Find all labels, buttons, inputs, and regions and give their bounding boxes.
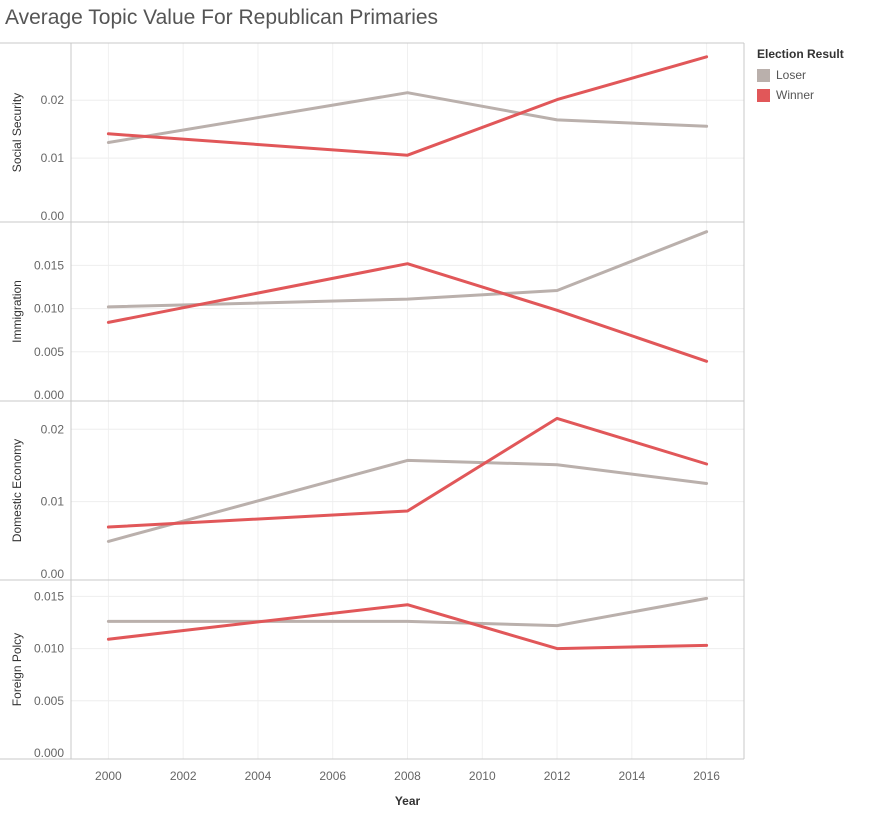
x-tick-label: 2016	[693, 769, 720, 783]
legend-item-loser[interactable]: Loser	[757, 65, 844, 85]
y-tick-label: 0.01	[41, 495, 65, 509]
legend-swatch-loser	[757, 68, 770, 82]
x-tick-label: 2004	[245, 769, 272, 783]
y-tick-label: 0.000	[34, 388, 64, 402]
y-tick-label: 0.005	[34, 345, 64, 359]
y-tick-label: 0.010	[34, 642, 64, 656]
series-line-loser-immigration	[106, 230, 709, 309]
x-tick-label: 2006	[319, 769, 346, 783]
y-tick-label: 0.000	[34, 746, 64, 760]
y-tick-label: 0.010	[34, 302, 64, 316]
legend: Election Result Loser Winner	[757, 47, 844, 105]
chart-title: Average Topic Value For Republican Prima…	[5, 6, 439, 29]
panel-ylabel-social-security: Social Security	[10, 93, 24, 172]
x-tick-label: 2012	[544, 769, 571, 783]
y-tick-label: 0.005	[34, 694, 64, 708]
y-tick-label: 0.015	[34, 589, 64, 603]
legend-swatch-winner	[757, 88, 770, 102]
series-line-winner-foreign-polcy	[106, 603, 709, 651]
x-tick-label: 2008	[394, 769, 421, 783]
series-line-winner-immigration	[106, 262, 709, 363]
legend-label-winner: Winner	[776, 88, 815, 102]
series-line-loser-domestic-economy	[106, 458, 709, 543]
x-axis-label: Year	[395, 794, 421, 808]
x-tick-label: 2000	[95, 769, 122, 783]
series-line-loser-social-security	[106, 91, 709, 144]
x-tick-label: 2010	[469, 769, 496, 783]
y-tick-label: 0.01	[41, 151, 65, 165]
series-line-winner-domestic-economy	[106, 416, 709, 529]
y-tick-label: 0.02	[41, 422, 65, 436]
x-tick-label: 2002	[170, 769, 197, 783]
x-tick-label: 2014	[618, 769, 645, 783]
legend-title: Election Result	[757, 47, 844, 61]
series-line-winner-social-security	[106, 55, 709, 157]
y-tick-label: 0.02	[41, 93, 65, 107]
y-tick-label: 0.00	[41, 567, 65, 581]
y-tick-label: 0.015	[34, 258, 64, 272]
legend-item-winner[interactable]: Winner	[757, 85, 844, 105]
panel-ylabel-foreign-polcy: Foreign Polcy	[10, 633, 24, 706]
y-tick-label: 0.00	[41, 209, 65, 223]
panel-ylabel-immigration: Immigration	[10, 280, 24, 343]
panel-ylabel-domestic-economy: Domestic Economy	[10, 439, 24, 542]
legend-label-loser: Loser	[776, 68, 807, 82]
